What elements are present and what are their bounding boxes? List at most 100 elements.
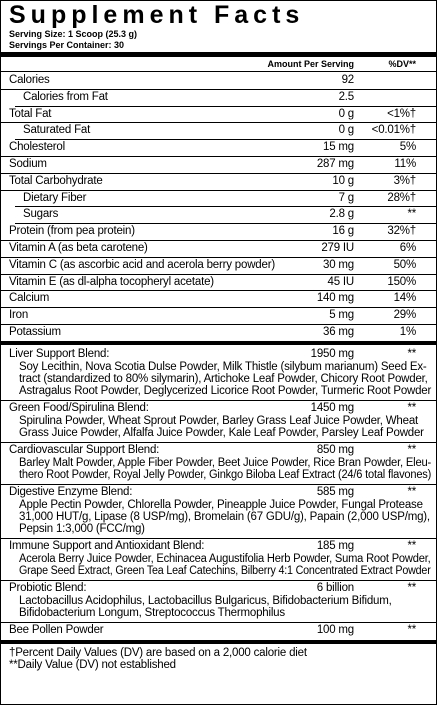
amount: 850 mg — [316, 443, 354, 456]
ingredients: thero Root Powder, Royal Jelly Powder, G… — [19, 468, 432, 481]
amount: 1450 mg — [310, 401, 355, 414]
footnote: †Percent Daily Values (DV) are based on … — [9, 646, 307, 659]
daily-value: 29% — [393, 309, 417, 322]
nutrient-name: Dietary Fiber — [23, 191, 87, 204]
rule — [1, 400, 436, 401]
ingredients: 31,000 HUT/g, Lipase (8 USP/mg), Bromela… — [19, 510, 430, 523]
ingredients: Pepsin 1:3,000 (FCC/mg) — [19, 522, 145, 535]
serving-size: Serving Size: 1 Scoop (25.3 g) — [9, 29, 138, 39]
daily-value: ** — [407, 623, 416, 636]
nutrient-name: Sodium — [9, 158, 47, 170]
ingredients: Apple Pectin Powder, Chlorella Powder, P… — [19, 498, 423, 511]
rule — [1, 538, 436, 539]
daily-value: 5% — [399, 141, 416, 154]
nutrient-name: Probiotic Blend: — [9, 581, 87, 594]
rule — [1, 156, 436, 157]
servings: Servings Per Container: 30 — [9, 40, 125, 50]
nutrient-name: Vitamin E (as dl-alpha tocopheryl acetat… — [9, 275, 214, 288]
nutrient-name: Cardiovascular Support Blend: — [9, 443, 160, 456]
nutrient-name: Total Carbohydrate — [9, 174, 103, 187]
amount: 100 mg — [316, 623, 354, 636]
ingredients: Lactobacillus Acidophilus, Lactobacillus… — [19, 594, 392, 607]
ingredients: tract (standardized to 80% silymarin), A… — [19, 372, 428, 385]
nutrient-name: Immune Support and Antioxidant Blend: — [9, 539, 205, 552]
amount: 7 g — [338, 191, 355, 204]
daily-value: ** — [407, 581, 416, 594]
amount: 30 mg — [323, 258, 354, 271]
rule — [1, 122, 436, 123]
rule — [15, 223, 436, 224]
ingredients: Grape Seed Extract, Green Tea Leaf Catec… — [19, 564, 431, 577]
rule — [1, 484, 436, 485]
rule — [1, 190, 436, 191]
amount: 279 IU — [321, 242, 354, 254]
daily-value: ** — [407, 485, 416, 498]
daily-value: <1%† — [387, 107, 416, 120]
daily-value: ** — [407, 401, 416, 414]
nutrient-name: Protein (from pea protein) — [9, 225, 135, 238]
daily-value: 3%† — [393, 174, 417, 187]
amount: 2.5 — [338, 90, 355, 103]
rule — [15, 106, 436, 107]
nutrient-name: Cholesterol — [9, 141, 65, 154]
daily-value: 32%† — [387, 225, 416, 238]
nutrient-name: Calcium — [9, 292, 50, 305]
nutrient-name: Liver Support Blend: — [9, 347, 110, 360]
title: Supplement Facts — [9, 1, 305, 29]
daily-value: 6% — [399, 242, 416, 254]
ingredients: Acerola Berry Juice Powder, Echinacea Au… — [19, 552, 431, 565]
nutrient-name: Calories from Fat — [23, 90, 108, 103]
nutrient-name: Vitamin A (as beta carotene) — [9, 242, 148, 254]
daily-value: 28%† — [387, 191, 416, 204]
rule — [1, 173, 436, 174]
nutrient-name: Potassium — [9, 326, 61, 338]
daily-value: ** — [407, 443, 416, 456]
daily-value: 50% — [393, 258, 417, 271]
nutrient-name: Iron — [9, 309, 29, 322]
ingredients: Spirulina Powder, Wheat Sprout Powder, B… — [19, 414, 419, 427]
rule — [1, 580, 436, 581]
daily-value: 14% — [393, 292, 417, 305]
amount: 45 IU — [327, 275, 355, 288]
amount: 0 g — [338, 107, 355, 120]
thick-rule — [1, 52, 436, 57]
amount: 16 g — [332, 225, 354, 238]
rule — [1, 71, 436, 72]
column-heading: %DV** — [388, 59, 416, 69]
rule — [1, 622, 436, 623]
nutrient-name: Saturated Fat — [23, 124, 91, 137]
nutrient-name: Bee Pollen Powder — [9, 623, 104, 636]
rule — [1, 307, 436, 308]
amount: 185 mg — [316, 539, 354, 552]
ingredients: Bifidobacterium Longum, Streptococcus Th… — [19, 606, 285, 619]
daily-value: 11% — [394, 158, 416, 170]
amount: 2.8 g — [329, 208, 354, 221]
amount: 15 mg — [323, 141, 354, 154]
nutrient-name: Green Food/Spirulina Blend: — [9, 401, 149, 414]
daily-value: ** — [407, 347, 416, 360]
rule — [1, 240, 436, 241]
ingredients: Grass Juice Powder, Alfalfa Juice Powder… — [19, 426, 424, 439]
daily-value: 150% — [387, 275, 416, 288]
nutrient-name: Vitamin C (as ascorbic acid and acerola … — [9, 258, 275, 271]
footnote: **Daily Value (DV) not established — [9, 658, 176, 671]
amount: 10 g — [332, 174, 354, 187]
daily-value: ** — [407, 539, 416, 552]
nutrient-name: Calories — [9, 74, 50, 86]
rule — [1, 442, 436, 443]
daily-value: 1% — [399, 326, 416, 338]
ingredients: Barley Malt Powder, Apple Fiber Powder, … — [19, 456, 432, 469]
amount: 5 mg — [329, 309, 354, 322]
amount: 585 mg — [316, 485, 354, 498]
ingredients: Astragalus Root Powder, Deglycerized Lic… — [19, 384, 432, 397]
rule — [1, 257, 436, 258]
rule — [1, 89, 436, 90]
nutrient-name: Digestive Enzyme Blend: — [9, 485, 133, 498]
nutrient-name: Total Fat — [9, 107, 52, 120]
rule — [1, 324, 436, 325]
rule — [1, 290, 436, 291]
rule — [1, 274, 436, 275]
rule — [15, 206, 436, 207]
amount: 6 billion — [316, 581, 354, 594]
